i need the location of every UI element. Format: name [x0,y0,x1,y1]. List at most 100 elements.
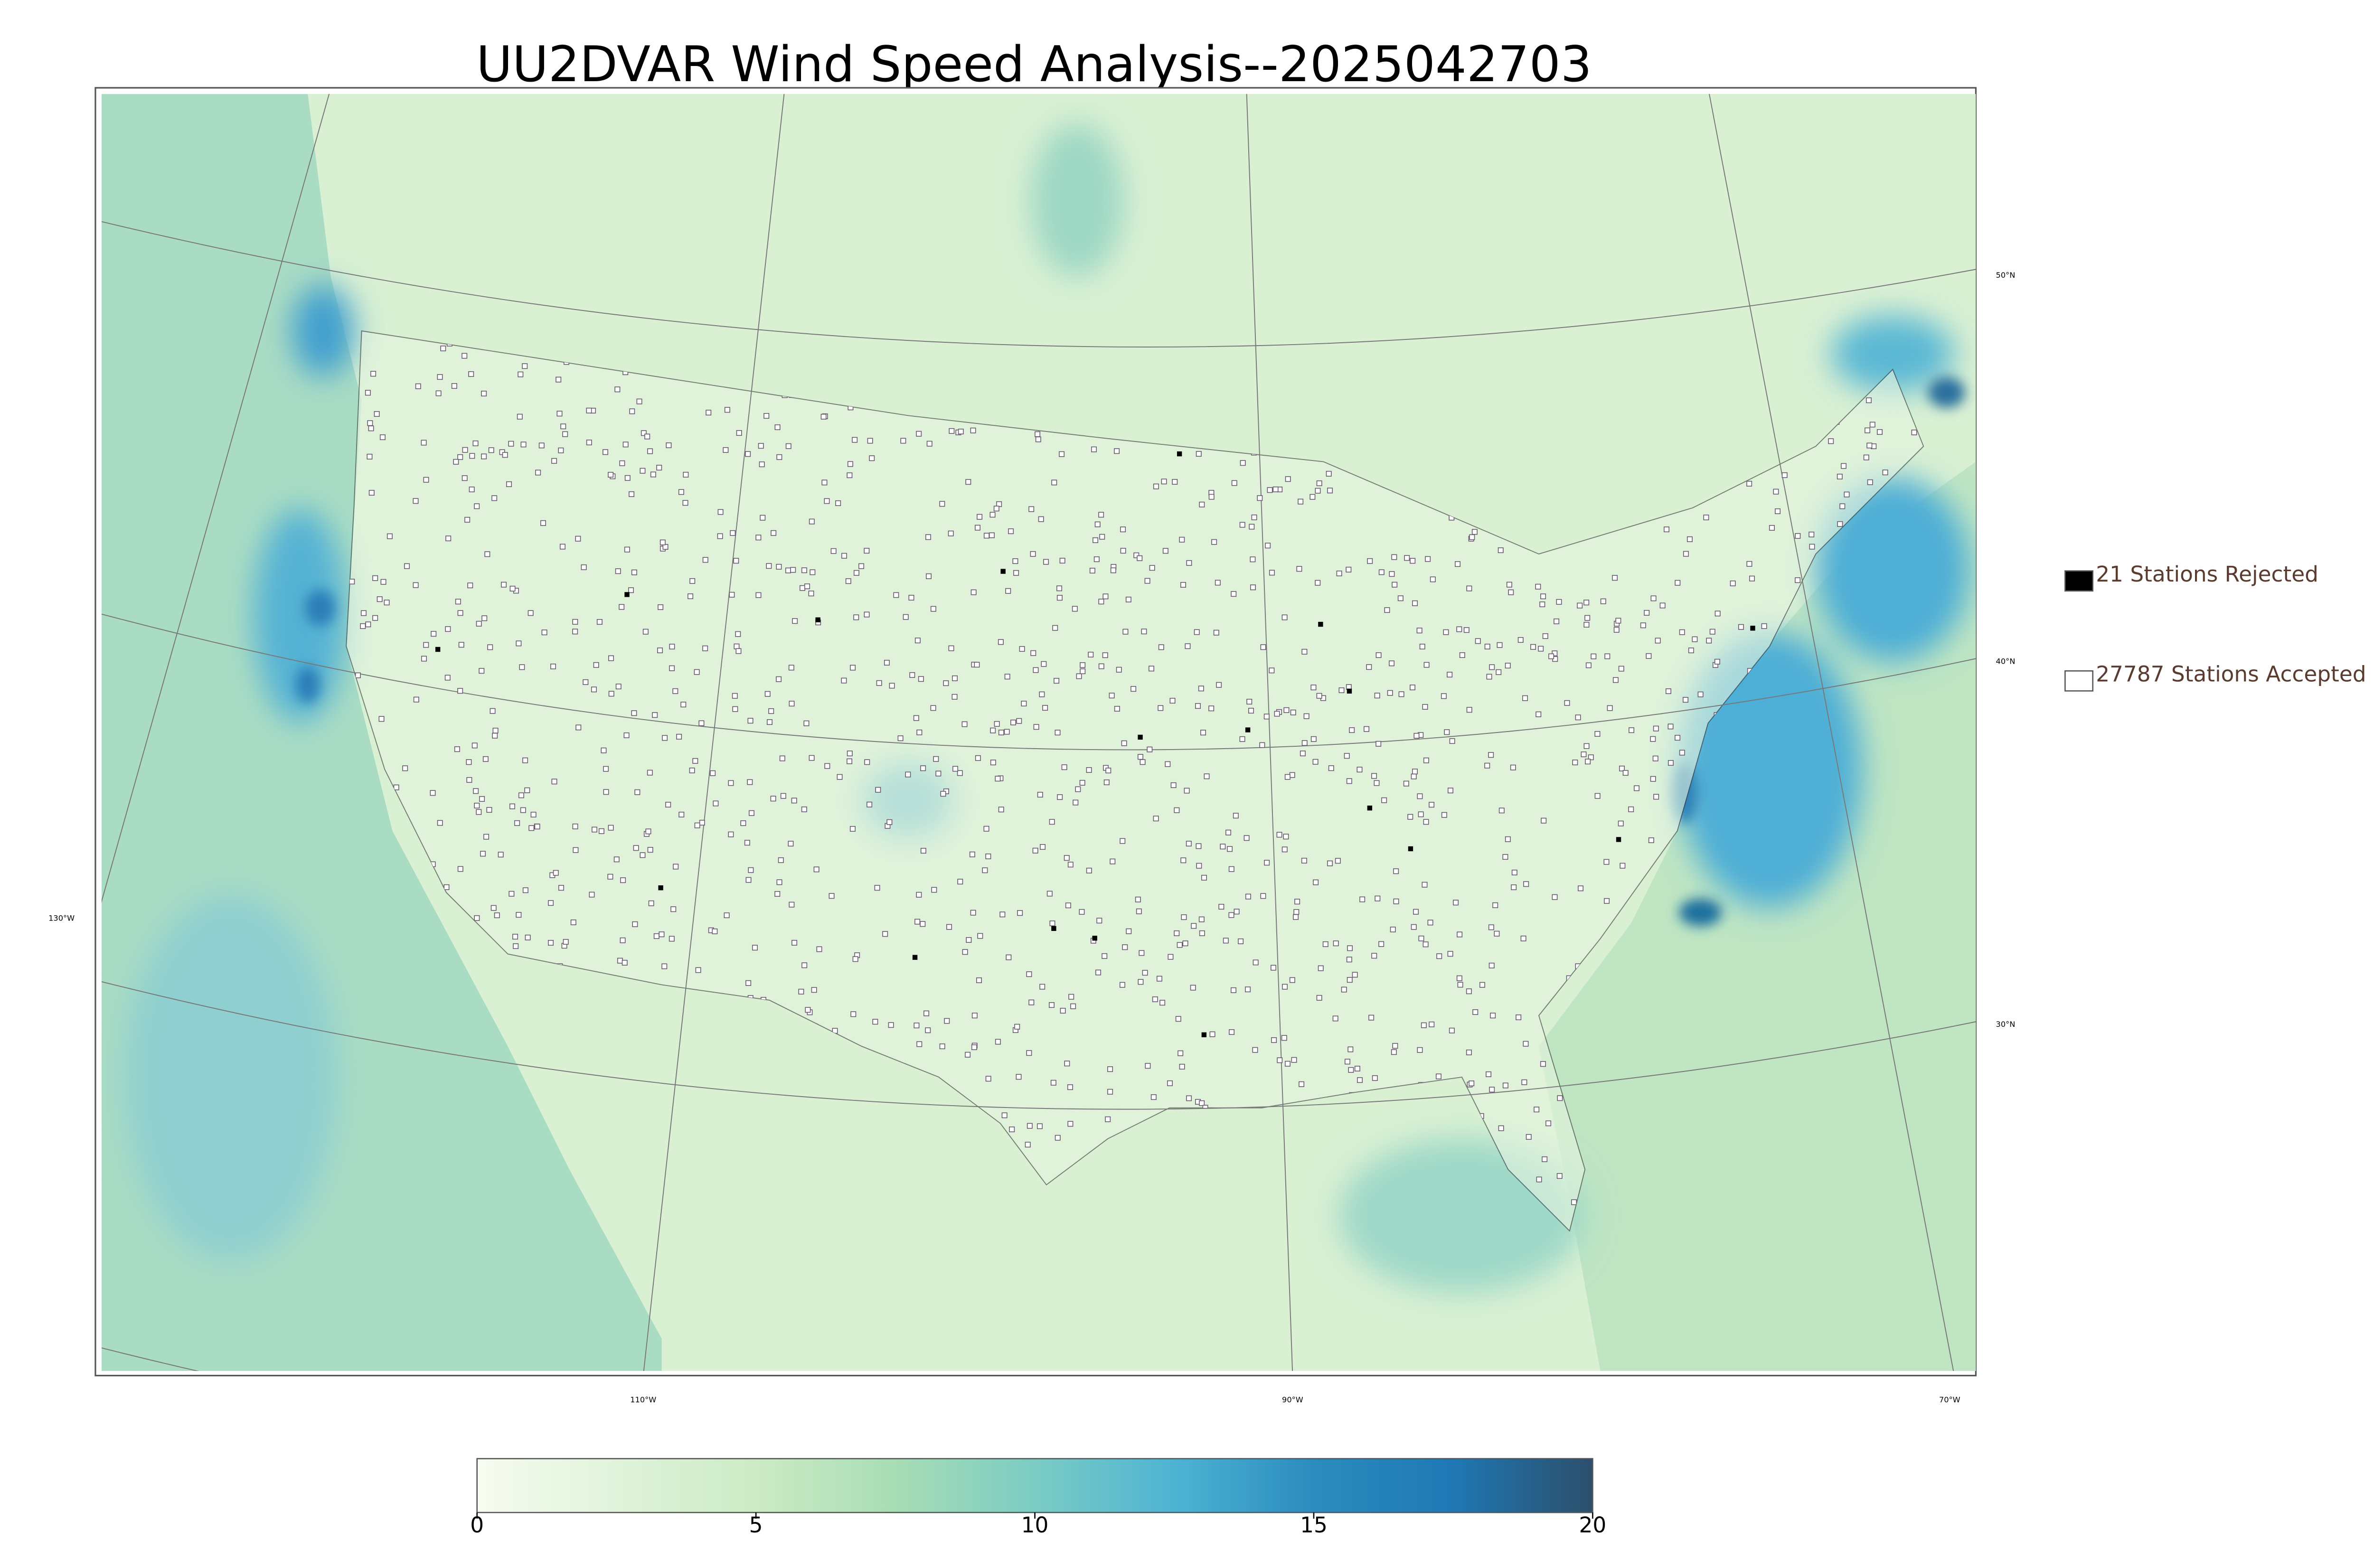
station-marker [513,943,519,949]
station-marker [785,567,791,573]
station-marker [920,765,926,771]
station-marker [1021,701,1027,707]
station-marker [1296,566,1302,572]
station-marker [713,800,719,807]
station-marker [1190,985,1196,991]
station-marker [962,949,968,955]
station-marker [1105,768,1112,774]
station-marker [453,459,459,465]
station-marker [1245,986,1251,993]
station-marker [971,1013,978,1019]
station-marker [1299,1081,1305,1087]
station-marker [1162,548,1168,554]
station-marker [1240,460,1246,466]
station-marker [993,506,999,512]
station-marker [755,592,762,598]
station-marker [1526,1134,1532,1140]
station-marker [1186,1095,1192,1101]
station-marker [1449,738,1455,744]
station-marker [1844,491,1850,498]
station-marker [1511,869,1517,875]
station-marker [914,919,921,925]
station-marker-rejected [1367,805,1373,811]
station-marker [619,604,625,610]
station-marker [1410,685,1416,691]
station-marker [908,595,914,601]
station-marker [1604,898,1610,904]
station-marker [1447,672,1453,678]
station-marker [1650,736,1656,742]
station-marker [598,828,604,834]
station-marker [998,807,1004,813]
station-marker [528,610,534,616]
station-marker [1466,707,1472,713]
station-marker [540,520,546,526]
station-marker [1098,663,1104,669]
station-marker [1422,704,1428,710]
station-marker [1333,940,1339,947]
station-marker [1274,711,1280,717]
station-marker [1016,718,1022,724]
station-marker [468,371,474,377]
station-marker [1064,855,1070,861]
station-marker [1201,874,1207,881]
station-marker [620,877,626,883]
station-marker [1715,610,1721,617]
station-marker [1283,707,1290,713]
station-marker [1746,561,1752,567]
station-marker [1469,1080,1475,1087]
station-marker [1393,868,1399,874]
station-marker [989,512,996,518]
station-marker [966,937,972,943]
station-marker [502,452,508,458]
station-marker [916,1041,923,1047]
station-marker [430,790,436,796]
station-marker [1277,1057,1283,1063]
station-marker [923,1010,930,1016]
station-marker [1640,622,1646,629]
station-marker [779,755,785,761]
station-marker [1730,580,1736,586]
station-marker [659,539,666,545]
station-marker [374,411,380,417]
station-marker [368,425,374,432]
station-marker [1153,483,1159,489]
station-marker [1195,703,1201,709]
station-marker [1316,480,1322,487]
station-marker [933,756,939,762]
station-marker [413,582,419,588]
lon-label: 70°W [1939,1395,1960,1404]
station-marker [534,824,540,830]
station-marker [958,429,964,435]
station-marker [1233,813,1239,819]
station-marker [1194,629,1200,635]
station-marker [421,656,427,662]
station-marker [1418,935,1424,941]
station-marker [506,481,512,487]
station-marker [1122,944,1128,950]
station-marker [666,442,672,449]
station-marker [852,956,858,962]
station-marker [620,937,626,943]
station-marker [1505,836,1511,842]
station-marker [1122,629,1129,635]
station-marker [1443,629,1449,635]
station-marker [717,509,724,515]
station-marker [1017,910,1023,916]
station-marker [486,807,492,813]
station-marker [1761,623,1767,629]
station-marker [462,353,468,359]
station-marker [1263,714,1270,720]
station-marker [1457,982,1463,988]
station-marker [640,852,646,858]
station-marker [368,490,375,496]
station-marker [1441,812,1447,818]
station-marker [377,596,383,602]
station-marker [379,434,386,441]
station-marker [482,756,489,762]
station-marker [641,430,647,436]
station-marker [562,431,568,437]
station-marker [948,645,954,651]
station-marker [1030,650,1036,656]
station-marker [1033,667,1039,673]
